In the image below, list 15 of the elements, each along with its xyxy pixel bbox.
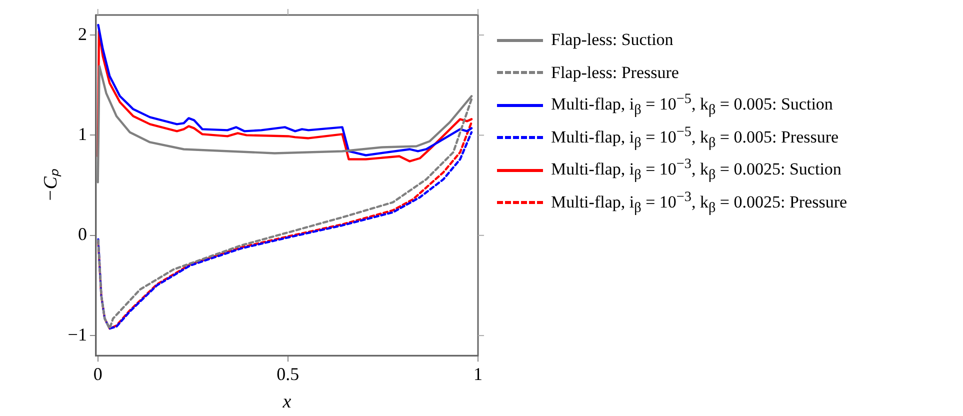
legend-label: Multi-flap, i$_{β}$ = 10$^{−3}$, k$_{β}$ = 0.0025: Pressure (551, 188, 848, 217)
legend-label: Flap-less: Suction (551, 30, 674, 50)
legend-label: Multi-flap, i$_{β}$ = 10$^{−3}$, k$_{β}$ = 0.0025: Suction (551, 156, 842, 184)
x-tick-label: 1 (474, 364, 482, 384)
y-tick-label: 1 (78, 124, 87, 144)
x-tick-label: 0.5 (276, 364, 300, 384)
y-axis-title: −Cₚ (40, 168, 62, 202)
legend-label: Multi-flap, i$_{β}$ = 10$^{−5}$, k$_{β}$ = 0.005: Suction (551, 91, 833, 120)
y-tick-label: 0 (78, 224, 87, 244)
legend-label: Flap-less: Pressure (551, 62, 679, 83)
legend-label: Multi-flap, i$_{β}$ = 10$^{−5}$, k$_{β}$ = 0.005: Pressure (551, 124, 839, 152)
x-axis-title: x (282, 392, 292, 413)
y-tick-label: −1 (68, 324, 87, 344)
y-tick-label: 2 (78, 24, 87, 44)
x-tick-label: 0 (93, 364, 102, 384)
